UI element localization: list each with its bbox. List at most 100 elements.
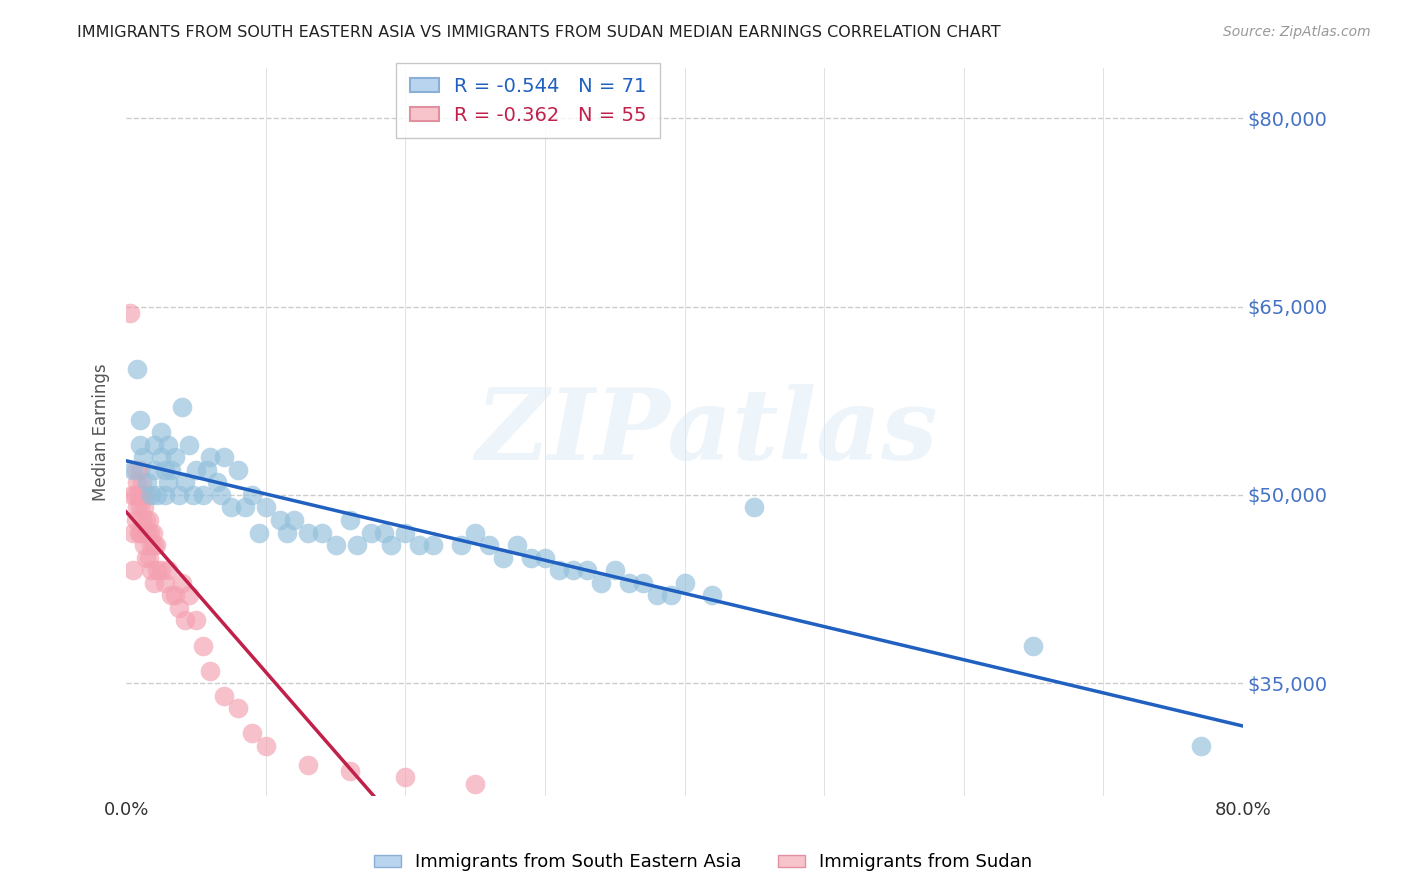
Point [129,438,152,452]
Point [122,563,145,577]
Point [132,488,155,502]
Point [575,563,598,577]
Point [184,614,207,628]
Point [346,538,368,552]
Point [172,400,194,414]
Point [157,563,180,577]
Point [464,525,486,540]
Point [143,438,166,452]
Point [150,563,173,577]
Point [394,525,416,540]
Point [506,538,529,552]
Point [181,488,204,502]
Point [603,563,626,577]
Point [122,463,145,477]
Point [136,525,159,540]
Point [380,538,402,552]
Point [254,500,277,515]
Point [297,525,319,540]
Point [311,525,333,540]
Point [134,500,156,515]
Point [247,525,270,540]
Point [254,739,277,753]
Point [135,513,157,527]
Point [128,525,150,540]
Point [157,475,180,490]
Point [131,513,153,527]
Point [172,575,194,590]
Point [146,488,169,502]
Point [177,588,200,602]
Point [548,563,571,577]
Point [617,575,640,590]
Point [645,588,668,602]
Point [155,575,177,590]
Point [121,488,143,502]
Point [134,538,156,552]
Point [127,362,149,376]
Text: Source: ZipAtlas.com: Source: ZipAtlas.com [1223,25,1371,39]
Point [339,513,361,527]
Point [141,488,163,502]
Point [127,475,149,490]
Point [394,770,416,784]
Point [464,776,486,790]
Point [139,525,162,540]
Point [138,513,160,527]
Point [631,575,654,590]
Point [160,588,183,602]
Point [1189,739,1212,753]
Point [339,764,361,778]
Point [534,550,557,565]
Point [150,450,173,465]
Point [226,701,249,715]
Point [174,614,197,628]
Point [174,475,197,490]
Point [360,525,382,540]
Point [124,488,146,502]
Point [240,726,263,740]
Point [143,463,166,477]
Point [129,525,152,540]
Point [146,563,169,577]
Text: IMMIGRANTS FROM SOUTH EASTERN ASIA VS IMMIGRANTS FROM SUDAN MEDIAN EARNINGS CORR: IMMIGRANTS FROM SOUTH EASTERN ASIA VS IM… [77,25,1001,40]
Point [673,575,696,590]
Point [177,438,200,452]
Point [492,550,515,565]
Point [226,463,249,477]
Text: ZIPatlas: ZIPatlas [475,384,938,481]
Point [198,450,221,465]
Point [184,463,207,477]
Legend: Immigrants from South Eastern Asia, Immigrants from Sudan: Immigrants from South Eastern Asia, Immi… [367,847,1039,879]
Point [125,513,148,527]
Point [135,550,157,565]
Point [120,306,142,320]
Point [141,563,163,577]
Point [165,588,187,602]
Point [205,475,228,490]
Point [297,757,319,772]
Point [191,488,214,502]
Point [283,513,305,527]
Point [129,500,152,515]
Point [129,412,152,426]
Point [132,450,155,465]
Point [212,689,235,703]
Point [742,500,765,515]
Point [165,450,187,465]
Point [373,525,395,540]
Point [561,563,583,577]
Point [131,475,153,490]
Point [408,538,430,552]
Point [520,550,543,565]
Point [160,463,183,477]
Point [138,550,160,565]
Point [143,538,166,552]
Point [150,425,173,439]
Point [209,488,232,502]
Point [129,463,152,477]
Point [198,664,221,678]
Point [1022,639,1045,653]
Point [142,525,165,540]
Point [157,438,180,452]
